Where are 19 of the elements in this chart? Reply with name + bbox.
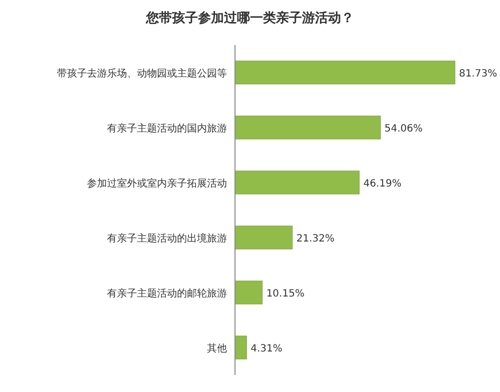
y-tick-label: 带孩子去游乐场、动物园或主题公园等 bbox=[57, 68, 227, 80]
bar bbox=[234, 336, 247, 360]
bar bbox=[234, 170, 360, 194]
y-tick-label: 有亲子主题活动的出境旅游 bbox=[107, 232, 227, 244]
chart-title: 您带孩子参加过哪一类亲子游活动？ bbox=[145, 10, 354, 26]
bar bbox=[234, 226, 293, 250]
data-label: 21.32% bbox=[296, 234, 335, 244]
y-tick-label: 参加过室外或室内亲子拓展活动 bbox=[87, 178, 227, 190]
data-label: 54.06% bbox=[384, 124, 423, 134]
bar bbox=[234, 116, 381, 140]
data-label: 46.19% bbox=[363, 178, 402, 190]
data-label: 10.15% bbox=[266, 288, 304, 300]
data-label: 81.73% bbox=[459, 68, 498, 80]
bar bbox=[234, 280, 263, 304]
data-label: 4.31% bbox=[250, 344, 282, 354]
y-tick-label: 有亲子主题活动的邮轮旅游 bbox=[107, 288, 227, 300]
y-tick-label: 有亲子主题活动的国内旅游 bbox=[107, 122, 227, 134]
bar bbox=[234, 60, 456, 84]
y-tick-label: 其他 bbox=[207, 342, 227, 354]
